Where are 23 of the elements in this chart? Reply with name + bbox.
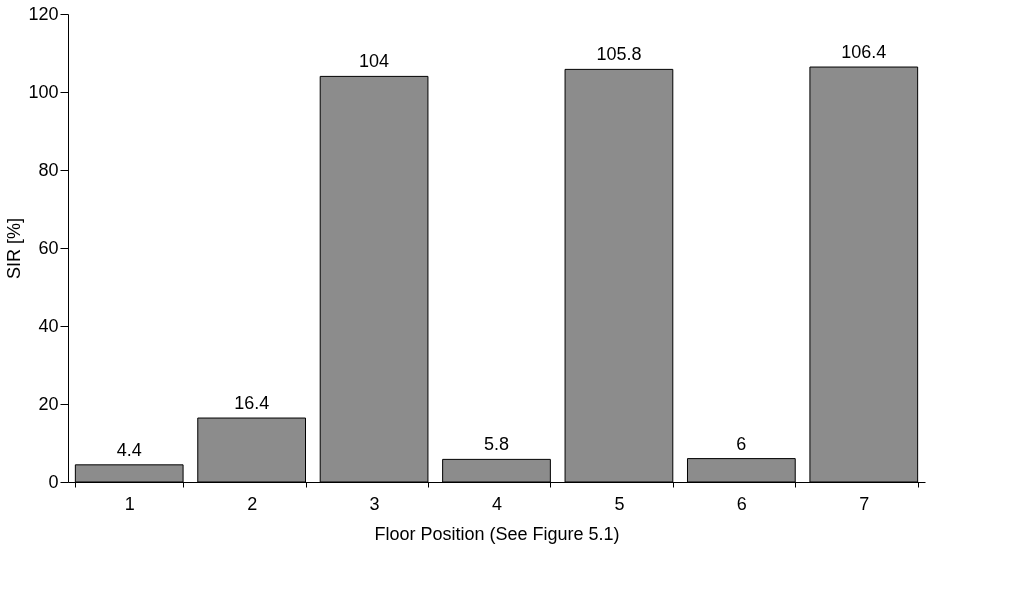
x-tick-label: 7: [859, 493, 870, 514]
x-tick-label: 1: [124, 493, 135, 514]
x-tick-label: 6: [736, 493, 747, 514]
y-axis-title: SIR [%]: [4, 217, 25, 280]
y-tick-label: 80: [38, 159, 59, 180]
y-tick-label: 120: [28, 3, 59, 24]
y-tick-label: 100: [28, 81, 59, 102]
data-label: 16.4: [234, 393, 270, 414]
x-tick-label: 4: [491, 493, 503, 514]
x-tick-label: 5: [614, 493, 625, 514]
data-label: 6: [736, 433, 747, 454]
x-tick-label: 2: [247, 493, 258, 514]
y-tick-label: 20: [38, 393, 59, 414]
y-tick-label: 60: [38, 237, 59, 258]
y-tick-label: 40: [38, 315, 59, 336]
y-tick-label: 0: [48, 471, 59, 492]
data-label: 4.4: [116, 439, 142, 460]
x-axis-title: Floor Position (See Figure 5.1): [374, 523, 620, 544]
x-tick-label: 3: [369, 493, 380, 514]
data-label: 105.8: [596, 44, 642, 65]
data-label: 104: [359, 51, 390, 72]
data-label: 106.4: [841, 42, 887, 63]
data-label: 5.8: [483, 434, 510, 455]
